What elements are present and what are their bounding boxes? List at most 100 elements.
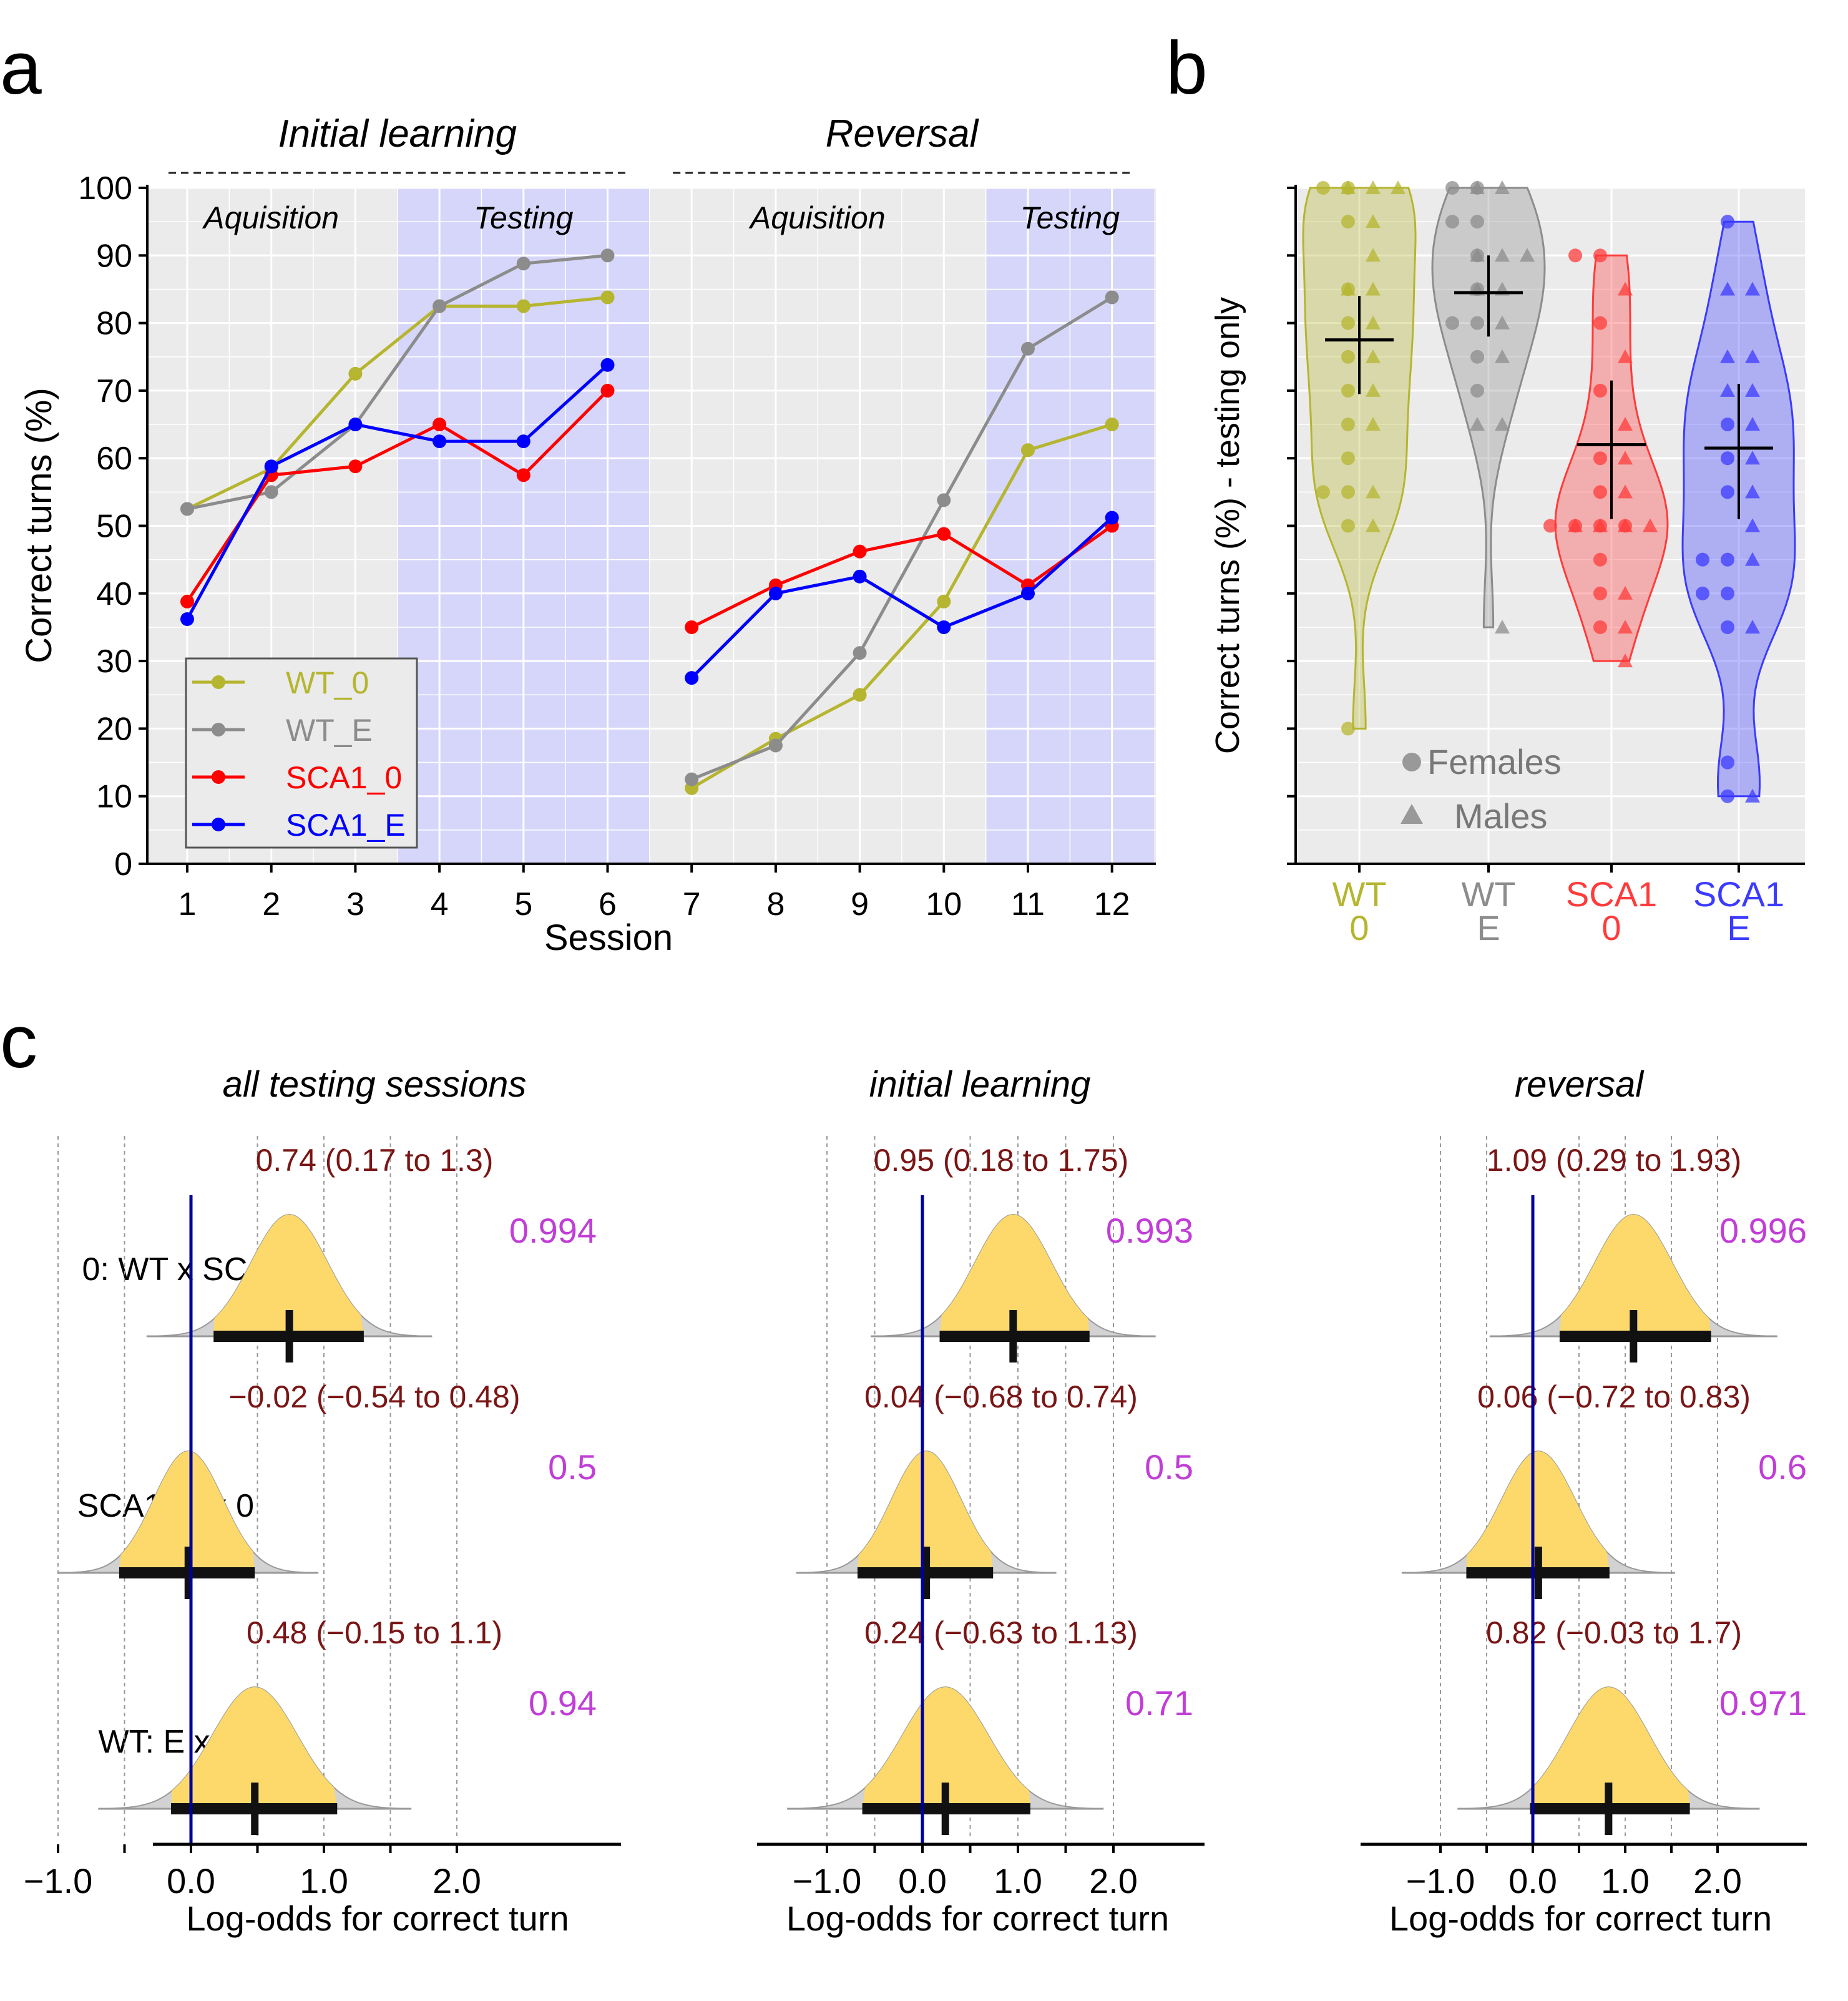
column-title: reversal	[1515, 1064, 1645, 1105]
female-point	[1721, 418, 1734, 432]
x-tick-label: 2.0	[1693, 1861, 1742, 1901]
stage-label: Aquisition	[748, 200, 886, 235]
male-point	[1495, 619, 1510, 634]
female-point	[1470, 215, 1484, 229]
legend-label-male: Males	[1454, 796, 1547, 836]
x-axis-title: Log-odds for correct turn	[786, 1899, 1169, 1938]
y-tick-label: 80	[96, 306, 132, 342]
panel-label-b: b	[1166, 26, 1208, 110]
data-point-WT_E	[1021, 341, 1035, 356]
estimate-label: 0.82 (−0.03 to 1.7)	[1486, 1615, 1742, 1650]
data-point-SCA1_E	[516, 434, 530, 449]
estimate-label: −0.02 (−0.54 to 0.48)	[228, 1379, 520, 1414]
data-point-WT_E	[685, 772, 699, 786]
x-tick-label: 0.0	[898, 1861, 947, 1901]
female-point	[1341, 215, 1355, 229]
x-tick-label: 5	[514, 886, 532, 922]
data-point-WT_0	[600, 290, 615, 305]
female-point	[1721, 485, 1734, 499]
male-point	[1470, 417, 1485, 431]
female-point	[1593, 586, 1607, 600]
data-point-WT_E	[433, 299, 447, 313]
female-point	[1593, 620, 1607, 634]
phase-title: Initial learning	[278, 112, 517, 155]
credible-interval-area	[213, 1215, 364, 1336]
data-point-SCA1_E	[433, 434, 447, 449]
female-point	[1316, 485, 1330, 499]
stage-label: Aquisition	[202, 200, 339, 235]
probability-label: 0.5	[1145, 1447, 1193, 1487]
stage-label: Testing	[474, 200, 574, 235]
data-point-WT_E	[516, 257, 530, 271]
legend-marker	[212, 770, 225, 784]
credible-interval-area	[857, 1451, 994, 1573]
panel-label-a: a	[0, 26, 42, 110]
female-point	[1341, 485, 1355, 499]
y-tick-label: 20	[96, 711, 132, 747]
data-point-SCA1_E	[264, 459, 278, 474]
male-point	[1618, 484, 1633, 499]
x-tick-label: 1.0	[300, 1861, 348, 1901]
data-point-WT_E	[600, 248, 615, 263]
data-point-SCA1_E	[348, 418, 363, 432]
male-point	[1495, 180, 1510, 194]
female-point	[1593, 383, 1607, 398]
data-point-WT_E	[1105, 290, 1119, 305]
legend-label: SCA1_0	[286, 760, 402, 795]
male-point	[1745, 518, 1760, 532]
female-point	[1696, 552, 1709, 567]
series-line-WT_0	[186, 295, 608, 511]
female-point	[1341, 722, 1355, 736]
group-label: WT	[1332, 874, 1386, 914]
data-point-SCA1_E	[853, 569, 867, 584]
male-point	[1366, 214, 1381, 228]
series-line-WT_0	[690, 423, 1113, 790]
male-point	[1618, 653, 1633, 668]
credible-interval-area	[171, 1687, 338, 1809]
female-point	[1341, 519, 1355, 533]
data-point-SCA1_E	[1021, 586, 1035, 600]
panel-label-c: c	[0, 1000, 37, 1084]
phase-title: Reversal	[826, 112, 980, 155]
female-point	[1593, 316, 1607, 330]
male-point	[1366, 349, 1381, 363]
female-point	[1341, 350, 1355, 364]
y-tick-label: 40	[96, 576, 132, 612]
data-point-SCA1_E	[1105, 511, 1119, 525]
probability-label: 0.994	[509, 1211, 597, 1250]
credible-interval-area	[119, 1451, 255, 1573]
male-point	[1720, 349, 1735, 363]
estimate-label: 0.48 (−0.15 to 1.1)	[247, 1615, 502, 1650]
female-point	[1316, 181, 1330, 195]
male-point	[1618, 585, 1633, 600]
probability-label: 0.993	[1106, 1211, 1193, 1250]
data-point-WT_E	[853, 646, 867, 660]
x-tick-label: −1.0	[793, 1861, 862, 1901]
female-point	[1696, 586, 1709, 600]
group-label: SCA1	[1693, 874, 1784, 914]
data-point-SCA1_0	[685, 620, 699, 634]
group-label: SCA1	[1566, 874, 1657, 914]
column-title: all testing sessions	[223, 1064, 527, 1105]
x-axis-title: Log-odds for correct turn	[186, 1899, 569, 1938]
series-line-SCA1_0	[691, 524, 1113, 629]
series-line-WT_E	[691, 296, 1113, 781]
data-point-WT_E	[768, 738, 783, 753]
female-point	[1445, 181, 1459, 195]
credible-interval-area	[939, 1215, 1090, 1336]
x-axis-title: Log-odds for correct turn	[1389, 1899, 1772, 1938]
estimate-label: 1.09 (0.29 to 1.93)	[1487, 1143, 1742, 1178]
male-point	[1366, 383, 1381, 397]
x-tick-label: 0.0	[1508, 1861, 1557, 1901]
probability-label: 0.6	[1758, 1447, 1807, 1487]
male-point	[1520, 248, 1535, 262]
male-point	[1495, 417, 1510, 431]
male-point	[1341, 281, 1356, 296]
male-point	[1745, 788, 1760, 803]
probability-label: 0.71	[1125, 1683, 1193, 1723]
x-tick-label: 2.0	[1089, 1861, 1138, 1901]
male-point	[1470, 180, 1485, 194]
female-point	[1721, 620, 1734, 634]
